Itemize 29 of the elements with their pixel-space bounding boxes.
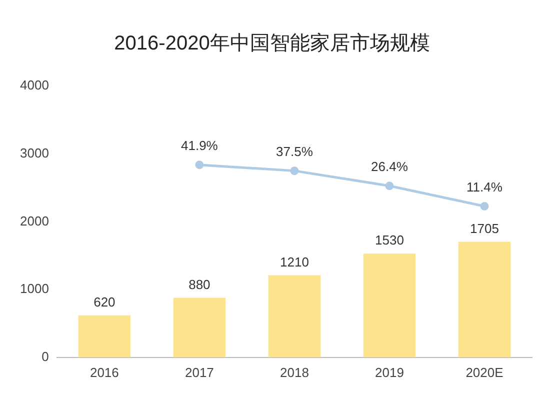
data-label: 880	[188, 276, 210, 292]
bar	[363, 254, 416, 358]
point	[480, 202, 489, 210]
y-tick-label: 2000	[20, 213, 49, 228]
x-tick-label: 2016	[90, 364, 119, 380]
bar	[458, 242, 511, 358]
x-tick-label: 2019	[375, 364, 404, 380]
y-tick-label: 0	[42, 348, 49, 364]
data-label: 1705	[470, 220, 499, 236]
point	[385, 182, 394, 190]
data-label: 11.4%	[466, 179, 503, 194]
y-tick-label: 1000	[20, 281, 49, 296]
y-tick-label: 3000	[20, 145, 49, 160]
point	[195, 160, 204, 170]
bar	[268, 275, 321, 358]
x-tick-label: 2017	[184, 364, 214, 380]
chart-title: 2016-2020年中国智能家居市场规模	[114, 32, 430, 55]
y-tick-label: 4000	[20, 78, 49, 93]
data-label: 41.9%	[181, 138, 218, 153]
x-tick-label: 2020E	[466, 364, 504, 380]
data-label: 620	[94, 294, 116, 310]
data-label: 1530	[375, 232, 404, 248]
data-label: 37.5%	[276, 144, 314, 159]
x-tick-label: 2018	[280, 364, 309, 380]
bar	[78, 315, 131, 358]
point	[290, 166, 299, 176]
data-label: 1210	[280, 254, 309, 270]
bar	[173, 298, 226, 358]
data-label: 26.4%	[371, 158, 408, 174]
